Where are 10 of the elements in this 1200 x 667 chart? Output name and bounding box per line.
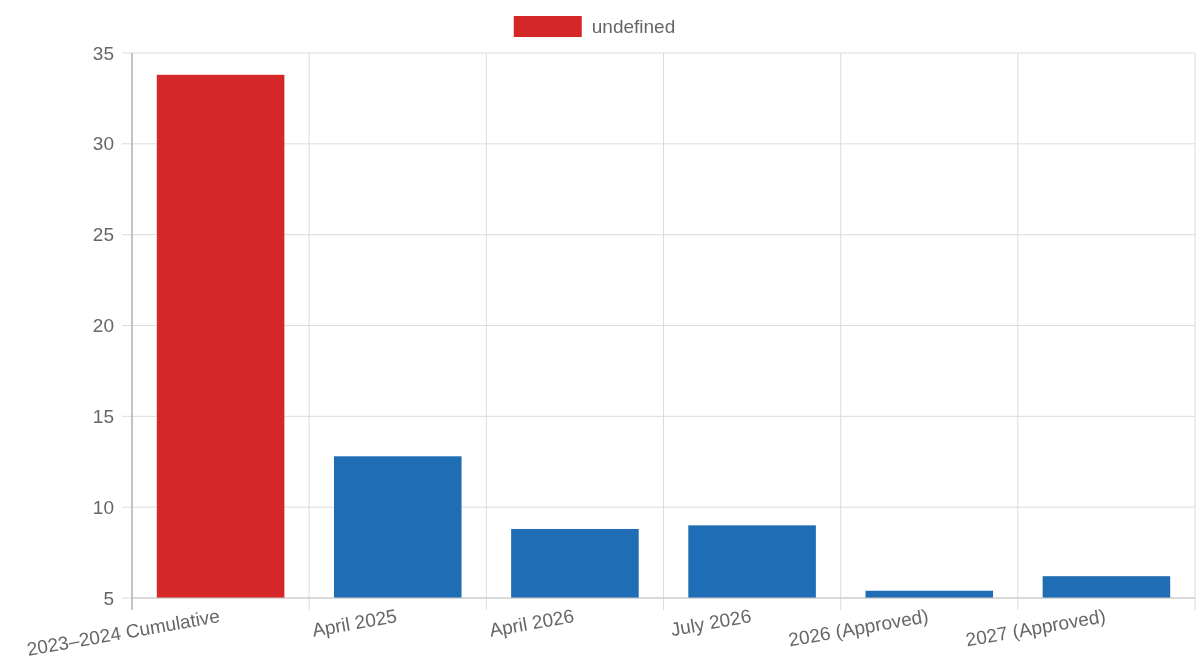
y-tick-label: 10	[92, 496, 114, 518]
y-tick-label: 25	[92, 224, 114, 246]
y-tick-label: 20	[92, 315, 114, 337]
y-tick-label: 15	[92, 405, 114, 427]
x-tick-label: July 2026	[669, 605, 753, 641]
x-tick-label: April 2026	[487, 605, 576, 641]
legend-label: undefined	[591, 16, 676, 37]
y-tick-label: 35	[92, 42, 114, 64]
y-tick-label: 30	[92, 133, 114, 155]
x-tick-label: April 2025	[310, 605, 399, 641]
